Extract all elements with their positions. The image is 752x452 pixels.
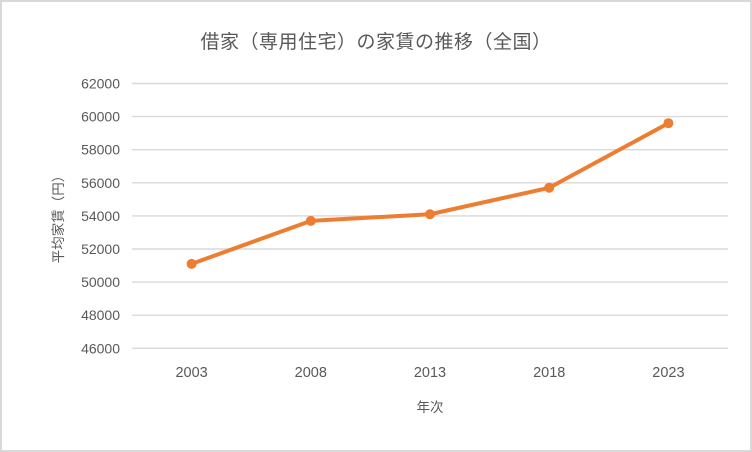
y-tick-label: 62000 xyxy=(81,76,120,92)
data-point xyxy=(305,215,316,226)
data-point xyxy=(425,209,435,220)
x-tick-label: 2003 xyxy=(175,365,207,381)
data-point xyxy=(186,258,197,269)
x-tick-label: 2018 xyxy=(533,365,565,381)
y-tick-label: 52000 xyxy=(81,241,120,257)
x-tick-label: 2008 xyxy=(295,365,327,381)
data-line xyxy=(189,121,671,266)
y-tick-label: 46000 xyxy=(81,340,120,356)
x-axis-title: 年次 xyxy=(416,400,444,415)
data-point xyxy=(544,182,555,193)
chart-title: 借家（専用住宅）の家賃の推移（全国） xyxy=(200,32,552,53)
y-tick-label: 56000 xyxy=(81,175,120,191)
y-tick-label: 48000 xyxy=(81,307,120,323)
y-tick-label: 58000 xyxy=(81,142,120,158)
y-tick-label: 60000 xyxy=(81,109,120,125)
x-tick-label: 2013 xyxy=(414,365,446,381)
y-tick-label: 50000 xyxy=(81,274,120,290)
x-tick-label: 2023 xyxy=(652,365,684,381)
data-point xyxy=(663,118,674,129)
y-tick-label: 54000 xyxy=(81,208,120,224)
